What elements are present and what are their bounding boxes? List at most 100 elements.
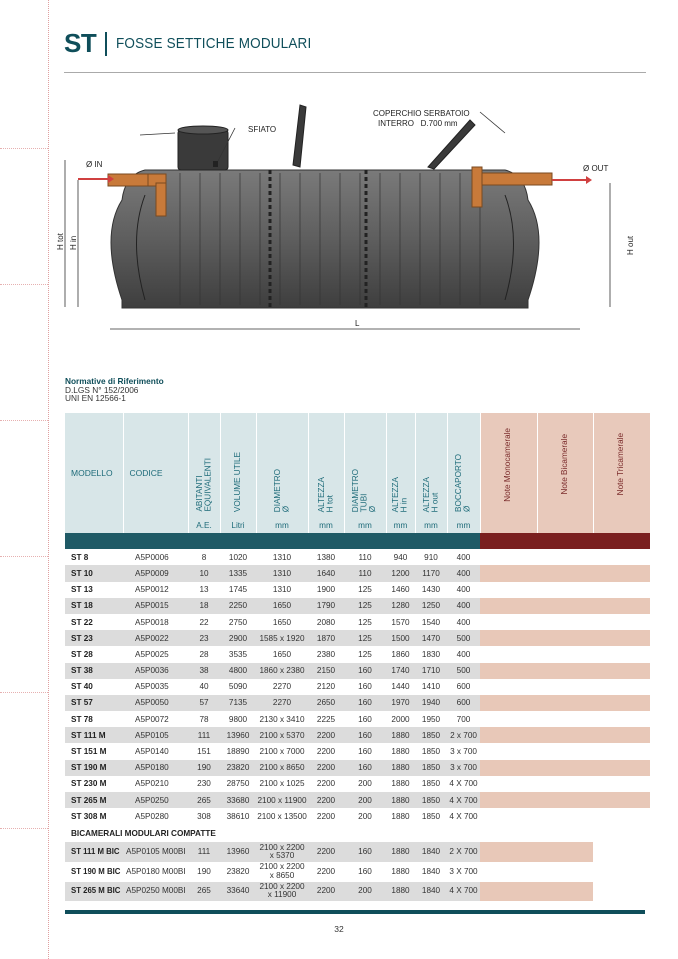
cell-note-single-chamber <box>480 842 537 862</box>
header-label: ALTEZZA H tot <box>317 473 335 516</box>
title-separator <box>105 31 108 56</box>
column-header-code: CODICE <box>123 413 189 533</box>
tank-body <box>110 104 540 309</box>
column-header-note-single-chamber: Note Monocamerale <box>480 413 538 518</box>
unit-cell <box>480 518 538 533</box>
cell-code: A5P0006 <box>135 552 169 562</box>
cell-pipe-diameter: 110 <box>358 552 372 562</box>
cell-diameter: 1860 x 2380 <box>256 662 308 679</box>
lid-label: COPERCHIO SERBATOIO <box>373 109 470 118</box>
cell-height-total: 1640 <box>308 565 344 582</box>
cell-useful-volume: 23820 <box>226 866 250 876</box>
cell-note-two-chamber <box>537 861 593 882</box>
cell-population-equivalent: 28 <box>199 649 209 659</box>
cell-height-total: 2150 <box>308 662 344 679</box>
table-row: ST 190 M A5P0180 190 23820 2100 x 8650 2200 16… <box>65 759 650 776</box>
cell-height-out: 1170 <box>415 565 447 582</box>
cell-diameter: 2270 <box>272 682 292 692</box>
header-line: H out <box>430 492 439 512</box>
cell-code: A5P0210 <box>135 779 169 789</box>
cell-useful-volume: 1335 <box>220 565 256 582</box>
unit-cell: mm <box>308 518 345 533</box>
cell-population-equivalent: 230 <box>197 779 211 789</box>
cell-manhole: 500 <box>447 630 480 647</box>
cell-height-out: 1840 <box>415 881 447 902</box>
cell-population-equivalent: 78 <box>199 714 209 724</box>
unit-cell: mm <box>256 518 309 533</box>
cell-height-out: 1950 <box>421 714 441 724</box>
cell-pipe-diameter: 200 <box>344 881 386 902</box>
rule-segment <box>344 533 386 550</box>
cell-pipe-diameter: 200 <box>358 811 372 821</box>
cell-diameter: 1310 <box>272 585 292 595</box>
cell-population-equivalent: 265 <box>188 792 220 809</box>
cell-diameter: 1310 <box>256 565 308 582</box>
cell-diameter: 1585 x 1920 <box>256 630 308 647</box>
column-header-pipe-diameter: DIAMETRO TUBI Ø <box>344 413 387 518</box>
cell-note-two-chamber <box>537 759 593 776</box>
cell-manhole: 400 <box>456 552 471 562</box>
cell-height-total: 2200 <box>308 881 344 902</box>
table-row: ST 38 A5P0036 38 4800 1860 x 2380 2150 160 1740… <box>65 662 650 679</box>
header-label: BOCCAPORTO Ø <box>454 450 472 516</box>
header-line: VOLUME UTILE <box>232 451 242 512</box>
cell-height-in: 1200 <box>386 565 415 582</box>
rule-segment <box>65 533 123 550</box>
column-header-note-three-chamber: Note Tricamerale <box>593 413 651 518</box>
margin-tick <box>0 420 48 421</box>
table-row: ST 40 A5P0035 40 5090 2270 2120 160 1440 1410 600 <box>65 678 650 695</box>
cell-note-three-chamber <box>593 861 650 882</box>
cell-manhole: 400 <box>447 565 480 582</box>
cell-note-two-chamber <box>537 842 593 862</box>
cell-model: ST 22 <box>71 617 93 627</box>
cell-height-total: 2080 <box>316 617 336 627</box>
cell-note-single-chamber <box>480 808 537 825</box>
cell-diameter: 2100 x 2200 x 5370 <box>256 842 308 862</box>
cell-height-out: 910 <box>424 552 438 562</box>
cell-height-in: 1880 <box>386 727 415 744</box>
cell-height-total: 2200 <box>308 759 344 776</box>
header-line: H tot <box>325 494 334 512</box>
cell-manhole: 3 x 700 <box>450 747 477 757</box>
cell-diameter: 2100 x 7000 <box>259 747 305 757</box>
page-title: ST FOSSE SETTICHE MODULARI <box>64 28 333 59</box>
cell-height-in: 1880 <box>391 866 410 876</box>
cell-note-two-chamber <box>537 808 593 825</box>
cell-manhole: 4 X 700 <box>447 792 480 809</box>
unit-cell: mm <box>386 518 416 533</box>
cell-line: x 8650 <box>269 870 295 880</box>
cell-population-equivalent: 265 <box>188 881 220 902</box>
table-row: ST 308 M A5P0280 308 38610 2100 x 13500 2200 2… <box>65 808 650 825</box>
cell-note-three-chamber <box>593 842 650 862</box>
cell-useful-volume: 13960 <box>220 842 256 862</box>
table-row: ST 28 A5P0025 28 3535 1650 2380 125 1860 1830 400 <box>65 646 650 663</box>
cell-height-in: 1880 <box>391 779 410 789</box>
header-divider <box>64 72 646 73</box>
cell-diameter: 2270 <box>256 694 308 712</box>
cell-pipe-diameter: 160 <box>358 747 372 757</box>
cell-manhole: 700 <box>456 714 471 724</box>
cell-manhole: 400 <box>456 585 471 595</box>
cell-note-three-chamber <box>593 549 650 566</box>
section-title: BICAMERALI MODULARI COMPATTE <box>71 828 216 838</box>
cell-line: x 5370 <box>269 851 295 861</box>
cell-height-total: 1900 <box>316 585 336 595</box>
cell-height-in: 940 <box>393 552 408 562</box>
standards-heading: Normative di Riferimento <box>65 376 164 386</box>
cell-note-two-chamber <box>537 662 593 679</box>
cell-pipe-diameter: 160 <box>344 694 386 712</box>
h-tot-label: H tot <box>56 232 65 250</box>
cell-useful-volume: 7135 <box>220 694 256 712</box>
cell-diameter: 2130 x 3410 <box>259 714 305 724</box>
cell-height-in: 1460 <box>391 585 410 595</box>
unit-cell <box>593 518 651 533</box>
cell-height-total: 1790 <box>308 597 344 614</box>
cell-note-single-chamber <box>480 646 537 663</box>
table-row: ST 8 A5P0006 8 1020 1310 1380 110 940 910 400 <box>65 549 650 566</box>
cell-height-out: 1850 <box>421 747 441 757</box>
unit-cell <box>537 518 594 533</box>
cell-model: ST 23 <box>65 630 123 647</box>
cell-diameter: 1650 <box>272 617 292 627</box>
cell-height-in: 1880 <box>391 811 410 821</box>
cell-code: A5P0036 <box>123 662 188 679</box>
